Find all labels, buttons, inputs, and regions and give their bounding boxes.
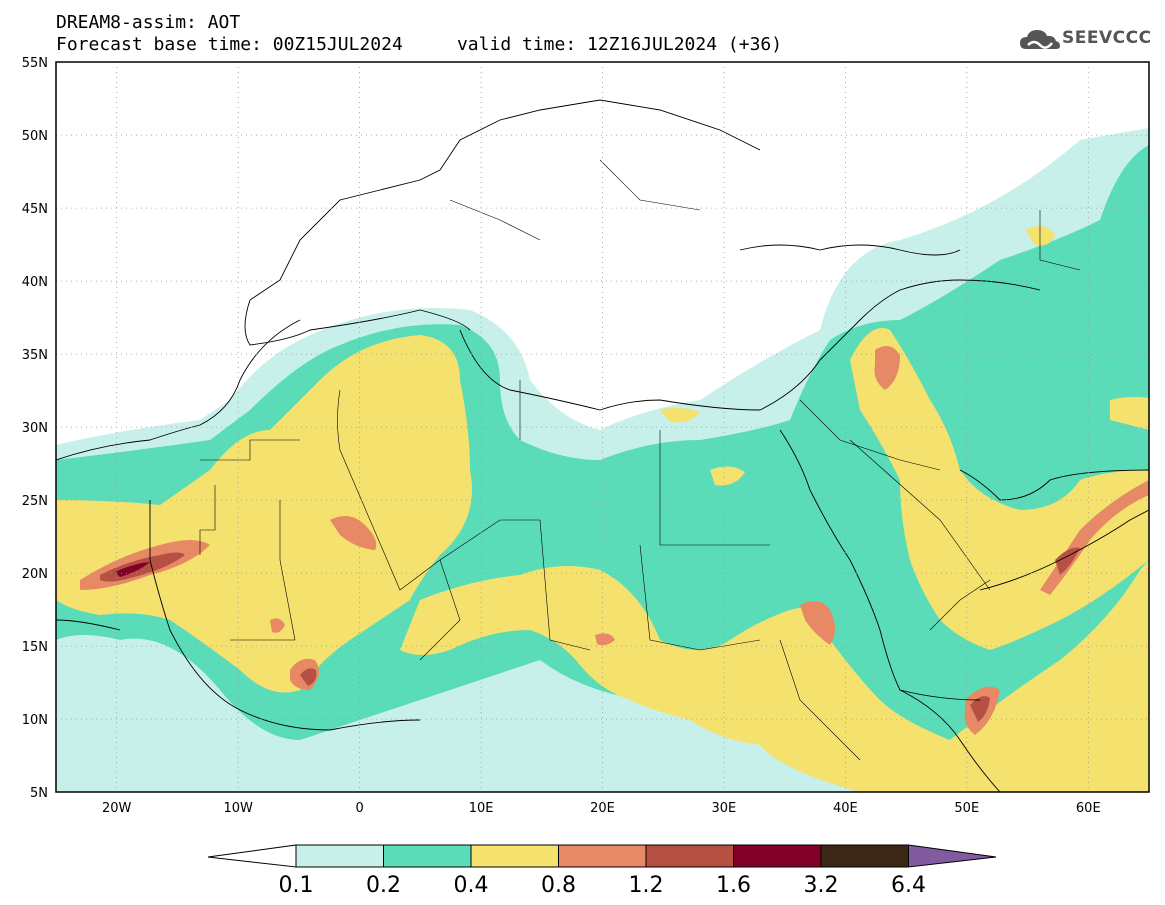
colorbar-label: 3.2 xyxy=(804,873,839,898)
coastlines xyxy=(56,99,1149,792)
colorbar-bin xyxy=(295,844,384,868)
colorbar-label: 0.4 xyxy=(454,873,489,898)
chart-title: DREAM8-assim: AOT xyxy=(56,12,241,33)
colorbar-label: 0.1 xyxy=(279,873,314,898)
colorbar-bin xyxy=(733,844,822,868)
gridlines xyxy=(56,62,1149,792)
colorbar: 0.1 0.2 0.4 0.8 1.2 1.6 3.2 6.4 xyxy=(207,844,997,898)
lat-label: 5N xyxy=(30,786,48,801)
colorbar-bin xyxy=(820,844,909,868)
colorbar-bin xyxy=(645,844,734,868)
colorbar-label: 0.8 xyxy=(541,873,576,898)
chart-subtitle: Forecast base time: 00Z15JUL2024 valid t… xyxy=(56,34,783,55)
colorbar-under-arrow xyxy=(207,844,297,868)
colorbar-label: 1.2 xyxy=(629,873,664,898)
colorbar-label: 1.6 xyxy=(716,873,751,898)
lon-label: 0 xyxy=(355,801,363,816)
logo-text: SEEVCCC xyxy=(1062,28,1152,48)
cloud-icon xyxy=(1020,30,1060,49)
colorbar-label: 6.4 xyxy=(891,873,926,898)
lat-label: 30N xyxy=(22,421,48,436)
colorbar-label: 0.2 xyxy=(366,873,401,898)
lat-labels: 55N 50N 45N 40N 35N 30N 25N 20N 15N 10N … xyxy=(22,56,48,801)
lat-label: 55N xyxy=(22,56,48,71)
lat-label: 10N xyxy=(22,713,48,728)
lat-label: 40N xyxy=(22,275,48,290)
aot-contour-field xyxy=(56,128,1149,792)
seevccc-logo: SEEVCCC xyxy=(1018,25,1158,55)
map-frame xyxy=(55,61,1150,793)
lon-labels: 20W 10W 0 10E 20E 30E 40E 50E 60E xyxy=(102,801,1101,816)
lat-label: 35N xyxy=(22,348,48,363)
lon-label: 20E xyxy=(590,801,615,816)
colorbar-bin xyxy=(470,844,559,868)
lon-label: 30E xyxy=(712,801,737,816)
lat-label: 20N xyxy=(22,567,48,582)
lon-label: 20W xyxy=(102,801,132,816)
lon-label: 50E xyxy=(954,801,979,816)
lat-label: 15N xyxy=(22,640,48,655)
colorbar-bin xyxy=(383,844,472,868)
lon-label: 10E xyxy=(469,801,494,816)
lon-label: 10W xyxy=(223,801,253,816)
colorbar-over-arrow xyxy=(908,844,997,868)
colorbar-bin xyxy=(558,844,647,868)
lon-label: 60E xyxy=(1076,801,1101,816)
lon-label: 40E xyxy=(833,801,858,816)
lat-label: 25N xyxy=(22,494,48,509)
lat-label: 50N xyxy=(22,129,48,144)
country-borders xyxy=(199,159,1081,761)
lat-label: 45N xyxy=(22,202,48,217)
